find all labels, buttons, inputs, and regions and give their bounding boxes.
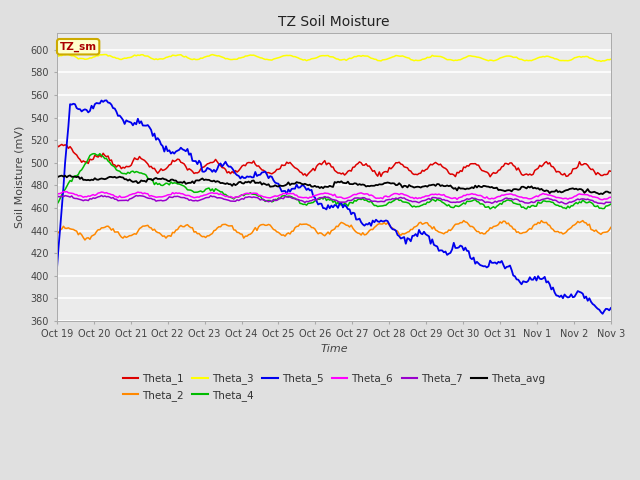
Theta_3: [515, 56, 522, 61]
Y-axis label: Soil Moisture (mV): Soil Moisture (mV): [15, 126, 25, 228]
Theta_7: [177, 194, 185, 200]
Theta_4: [53, 202, 61, 207]
Theta_4: [509, 200, 517, 206]
Theta_avg: [220, 180, 228, 186]
Theta_1: [516, 168, 524, 174]
Theta_2: [177, 223, 185, 228]
Theta_avg: [508, 189, 515, 194]
Theta_avg: [365, 183, 373, 189]
Line: Theta_1: Theta_1: [57, 144, 611, 177]
Theta_avg: [515, 187, 522, 192]
Theta_7: [508, 196, 515, 202]
Theta_2: [81, 237, 89, 243]
Theta_3: [63, 51, 70, 57]
Theta_2: [220, 222, 228, 228]
Theta_5: [102, 97, 110, 103]
Theta_3: [220, 55, 228, 60]
Line: Theta_3: Theta_3: [57, 54, 611, 61]
Theta_2: [607, 225, 614, 230]
Theta_5: [53, 268, 61, 274]
Theta_4: [516, 202, 524, 207]
Theta_avg: [177, 180, 185, 185]
Theta_5: [515, 277, 522, 283]
Line: Theta_6: Theta_6: [57, 192, 611, 200]
Theta_3: [508, 54, 515, 60]
Theta_2: [516, 230, 524, 236]
Theta_6: [61, 189, 69, 195]
Theta_4: [607, 201, 614, 207]
Line: Theta_avg: Theta_avg: [57, 175, 611, 194]
Theta_6: [53, 192, 61, 198]
Text: TZ_sm: TZ_sm: [60, 42, 97, 52]
Theta_2: [365, 228, 373, 233]
Theta_5: [599, 311, 607, 317]
Theta_4: [177, 182, 185, 188]
Legend: Theta_1, Theta_2, Theta_3, Theta_4, Theta_5, Theta_6, Theta_7, Theta_avg: Theta_1, Theta_2, Theta_3, Theta_4, Thet…: [118, 370, 549, 405]
Line: Theta_4: Theta_4: [57, 154, 611, 209]
Theta_1: [365, 163, 373, 169]
Line: Theta_5: Theta_5: [57, 100, 611, 314]
Theta_5: [508, 267, 515, 273]
Theta_5: [607, 305, 614, 311]
Theta_avg: [53, 175, 61, 180]
Theta_3: [597, 59, 605, 64]
Theta_7: [607, 199, 614, 205]
Theta_1: [58, 142, 66, 147]
Theta_2: [60, 223, 67, 229]
Theta_7: [365, 196, 373, 202]
Theta_5: [220, 161, 228, 167]
Theta_7: [53, 195, 61, 201]
Theta_6: [365, 192, 373, 198]
Title: TZ Soil Moisture: TZ Soil Moisture: [278, 15, 390, 29]
Theta_1: [61, 142, 69, 148]
Theta_3: [365, 54, 373, 60]
Theta_7: [60, 194, 67, 200]
Theta_4: [220, 192, 228, 197]
Theta_3: [60, 52, 67, 58]
Theta_7: [515, 197, 522, 203]
Theta_avg: [595, 192, 603, 197]
Theta_5: [60, 184, 67, 190]
Theta_4: [60, 189, 67, 194]
Theta_7: [98, 192, 106, 198]
Theta_2: [460, 218, 467, 224]
Theta_6: [599, 197, 607, 203]
Theta_avg: [60, 174, 67, 180]
Theta_7: [600, 201, 608, 207]
Theta_2: [53, 229, 61, 235]
Theta_3: [53, 54, 61, 60]
Theta_5: [177, 145, 185, 151]
Line: Theta_2: Theta_2: [57, 221, 611, 240]
Theta_1: [177, 159, 185, 165]
Theta_6: [177, 191, 185, 196]
X-axis label: Time: Time: [320, 344, 348, 354]
Theta_1: [486, 174, 494, 180]
Theta_5: [365, 220, 373, 226]
Theta_4: [96, 151, 104, 156]
Theta_avg: [66, 172, 74, 178]
Theta_7: [220, 196, 228, 202]
Theta_4: [486, 206, 494, 212]
Theta_2: [509, 226, 517, 232]
Theta_1: [607, 168, 614, 174]
Theta_3: [177, 52, 185, 58]
Theta_6: [220, 192, 228, 198]
Theta_3: [607, 56, 614, 62]
Line: Theta_7: Theta_7: [57, 195, 611, 204]
Theta_1: [509, 163, 517, 168]
Theta_1: [220, 165, 228, 171]
Theta_4: [365, 199, 373, 205]
Theta_6: [60, 189, 67, 194]
Theta_6: [515, 193, 522, 199]
Theta_6: [508, 192, 515, 197]
Theta_avg: [607, 190, 614, 195]
Theta_6: [607, 194, 614, 200]
Theta_1: [53, 142, 61, 148]
